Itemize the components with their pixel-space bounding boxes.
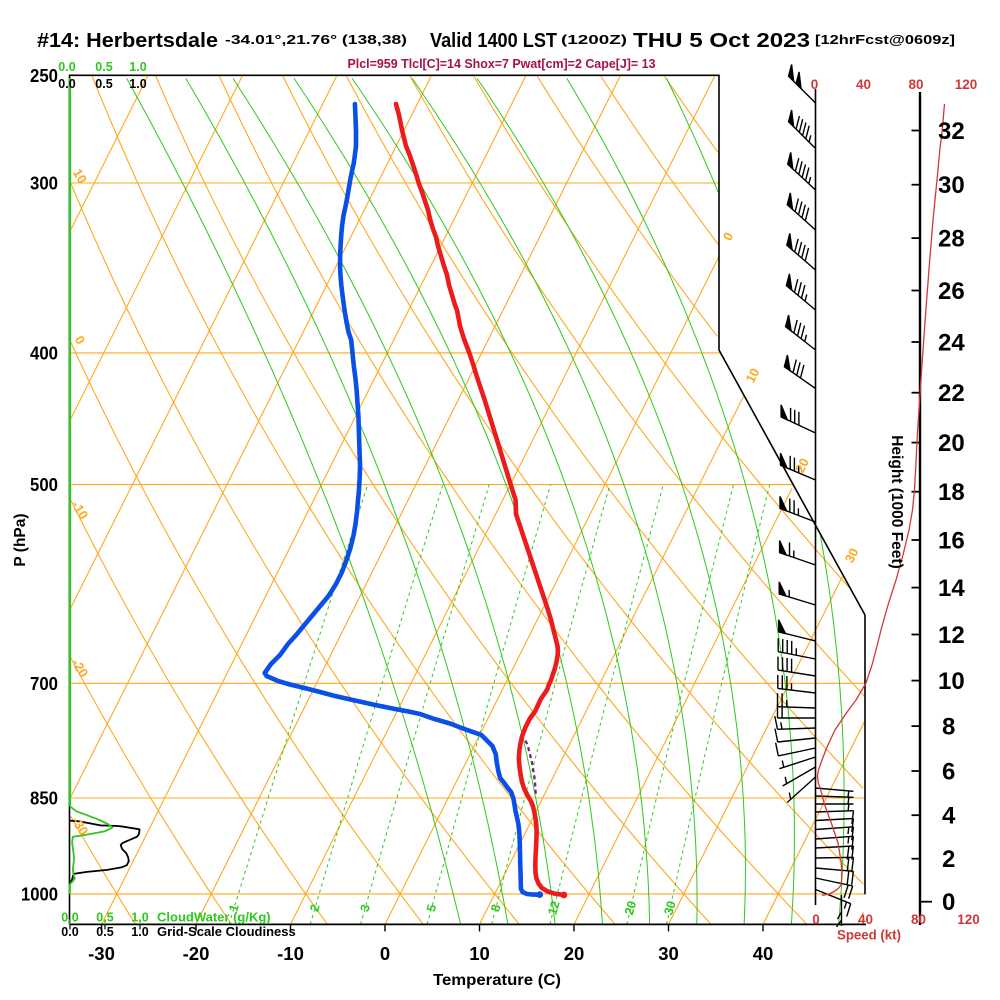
svg-text:20: 20 xyxy=(564,943,585,964)
svg-text:18: 18 xyxy=(938,479,965,506)
svg-text:10: 10 xyxy=(469,943,490,964)
svg-text:Valid 1400 LST: Valid 1400 LST xyxy=(430,30,557,52)
svg-text:28: 28 xyxy=(938,226,965,253)
svg-text:0.0: 0.0 xyxy=(58,60,75,74)
svg-text:30: 30 xyxy=(842,546,862,566)
svg-text:4: 4 xyxy=(942,803,956,830)
svg-text:Grid-Scale Cloudiness: Grid-Scale Cloudiness xyxy=(157,924,296,939)
svg-text:-34.01°,21.76° (138,38): -34.01°,21.76° (138,38) xyxy=(225,32,407,47)
svg-text:10: 10 xyxy=(938,668,965,695)
svg-text:6: 6 xyxy=(942,759,955,786)
svg-text:0.5: 0.5 xyxy=(95,77,112,91)
svg-text:26: 26 xyxy=(938,278,965,305)
svg-text:500: 500 xyxy=(30,475,58,495)
svg-text:120: 120 xyxy=(955,77,978,92)
svg-text:22: 22 xyxy=(938,380,965,407)
svg-text:14: 14 xyxy=(938,575,965,602)
svg-text:80: 80 xyxy=(908,77,923,92)
svg-text:30: 30 xyxy=(661,899,678,916)
svg-text:40: 40 xyxy=(858,912,873,927)
svg-text:5: 5 xyxy=(424,903,439,914)
svg-text:Height (1000 Feet): Height (1000 Feet) xyxy=(888,435,905,569)
svg-text:12: 12 xyxy=(938,622,965,649)
svg-text:0: 0 xyxy=(812,912,820,927)
svg-text:-30: -30 xyxy=(88,943,115,964)
svg-text:1.0: 1.0 xyxy=(131,911,148,925)
svg-text:0.0: 0.0 xyxy=(61,911,78,925)
svg-text:16: 16 xyxy=(938,528,965,555)
svg-text:30: 30 xyxy=(658,943,679,964)
svg-text:-10: -10 xyxy=(277,943,304,964)
svg-text:Plcl=959 Tlcl[C]=14 Shox=7 Pwa: Plcl=959 Tlcl[C]=14 Shox=7 Pwat[cm]=2 Ca… xyxy=(348,57,656,71)
svg-text:400: 400 xyxy=(30,343,58,363)
svg-text:20: 20 xyxy=(792,456,812,476)
svg-text:(1200Z): (1200Z) xyxy=(561,32,627,47)
svg-text:20: 20 xyxy=(622,899,639,916)
svg-text:850: 850 xyxy=(30,789,58,809)
svg-text:8: 8 xyxy=(942,714,955,741)
svg-text:10: 10 xyxy=(70,166,90,186)
svg-text:Temperature (C): Temperature (C) xyxy=(433,972,561,989)
svg-text:0.0: 0.0 xyxy=(61,925,78,939)
svg-text:80: 80 xyxy=(911,912,926,927)
svg-text:20: 20 xyxy=(938,430,965,457)
svg-text:2: 2 xyxy=(942,846,955,873)
svg-text:CloudWater (g/Kg): CloudWater (g/Kg) xyxy=(157,910,271,925)
svg-text:-20: -20 xyxy=(183,943,210,964)
svg-text:40: 40 xyxy=(856,77,871,92)
svg-text:10: 10 xyxy=(743,366,763,386)
svg-text:1.0: 1.0 xyxy=(131,925,148,939)
svg-text:120: 120 xyxy=(957,912,980,927)
svg-text:THU 5 Oct 2023: THU 5 Oct 2023 xyxy=(633,30,810,52)
svg-text:1.0: 1.0 xyxy=(129,77,146,91)
svg-text:0.5: 0.5 xyxy=(95,60,112,74)
svg-text:250: 250 xyxy=(30,66,58,86)
svg-text:1: 1 xyxy=(226,903,241,914)
svg-text:2: 2 xyxy=(307,903,322,914)
svg-text:12: 12 xyxy=(545,899,562,916)
svg-text:0: 0 xyxy=(942,889,955,916)
svg-text:0.5: 0.5 xyxy=(96,925,113,939)
svg-text:0: 0 xyxy=(811,77,819,92)
svg-text:0: 0 xyxy=(380,943,390,964)
svg-text:24: 24 xyxy=(938,330,965,357)
svg-text:1.0: 1.0 xyxy=(129,60,146,74)
svg-text:300: 300 xyxy=(30,174,58,194)
svg-text:30: 30 xyxy=(938,172,965,199)
svg-text:32: 32 xyxy=(938,118,965,145)
svg-text:40: 40 xyxy=(753,943,774,964)
svg-text:P (hPa): P (hPa) xyxy=(12,513,29,566)
svg-text:1000: 1000 xyxy=(21,884,58,904)
svg-text:0.0: 0.0 xyxy=(58,77,75,91)
svg-text:3: 3 xyxy=(358,903,373,914)
svg-text:0.5: 0.5 xyxy=(96,911,113,925)
svg-text:#14: Herbertsdale: #14: Herbertsdale xyxy=(37,30,218,52)
svg-text:[12hrFcst@0609z]: [12hrFcst@0609z] xyxy=(815,32,955,47)
svg-text:8: 8 xyxy=(488,903,503,914)
svg-text:Speed (kt): Speed (kt) xyxy=(837,927,901,943)
svg-text:700: 700 xyxy=(30,674,58,694)
